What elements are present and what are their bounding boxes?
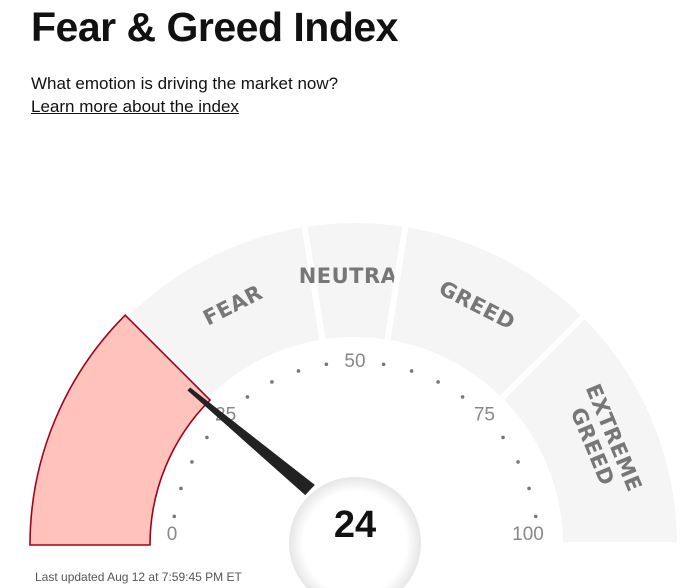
gauge-segment-label-line: NEUTRAL <box>299 264 412 288</box>
gauge-scale-label-75: 75 <box>474 405 495 426</box>
gauge-tick-dot <box>172 514 177 519</box>
gauge-hub <box>289 477 421 588</box>
gauge-segment-extreme-greed <box>495 310 684 548</box>
gauge-segment-extreme-fear <box>29 314 212 546</box>
gauge-needle <box>187 387 315 496</box>
gauge-tick-dot <box>436 380 440 384</box>
gauge-tick-dot <box>501 435 505 440</box>
gauge-scale-label-50: 50 <box>344 351 365 372</box>
last-updated-text: Last updated Aug 12 at 7:59:45 PM ET <box>35 570 242 584</box>
gauge-tick-dot <box>516 460 520 464</box>
gauge-tick-dot <box>533 514 538 519</box>
page-title: Fear & Greed Index <box>31 4 398 50</box>
gauge-tick-dot <box>179 486 183 491</box>
gauge-segment-label-neutral: NEUTRAL <box>299 264 412 288</box>
page-subtitle: What emotion is driving the market now? <box>31 74 339 93</box>
gauge-scale-label-100: 100 <box>512 524 544 545</box>
gauge-tick-dot <box>245 395 250 399</box>
learn-more-link[interactable]: Learn more about the index <box>31 97 239 116</box>
gauge-tick-dot <box>324 362 329 367</box>
gauge-tick-dot <box>205 435 209 440</box>
gauge-tick-dot <box>409 369 414 373</box>
gauge-score-value: 24 <box>334 504 376 546</box>
gauge-tick-dot <box>296 369 301 373</box>
gauge-tick-dot <box>381 362 386 367</box>
gauge-tick-dot <box>270 380 274 384</box>
gauge-tick-dot <box>527 486 531 491</box>
gauge-tick-dot <box>190 460 194 464</box>
gauge-scale-label-0: 0 <box>167 524 178 545</box>
gauge-tick-dot <box>460 395 465 399</box>
